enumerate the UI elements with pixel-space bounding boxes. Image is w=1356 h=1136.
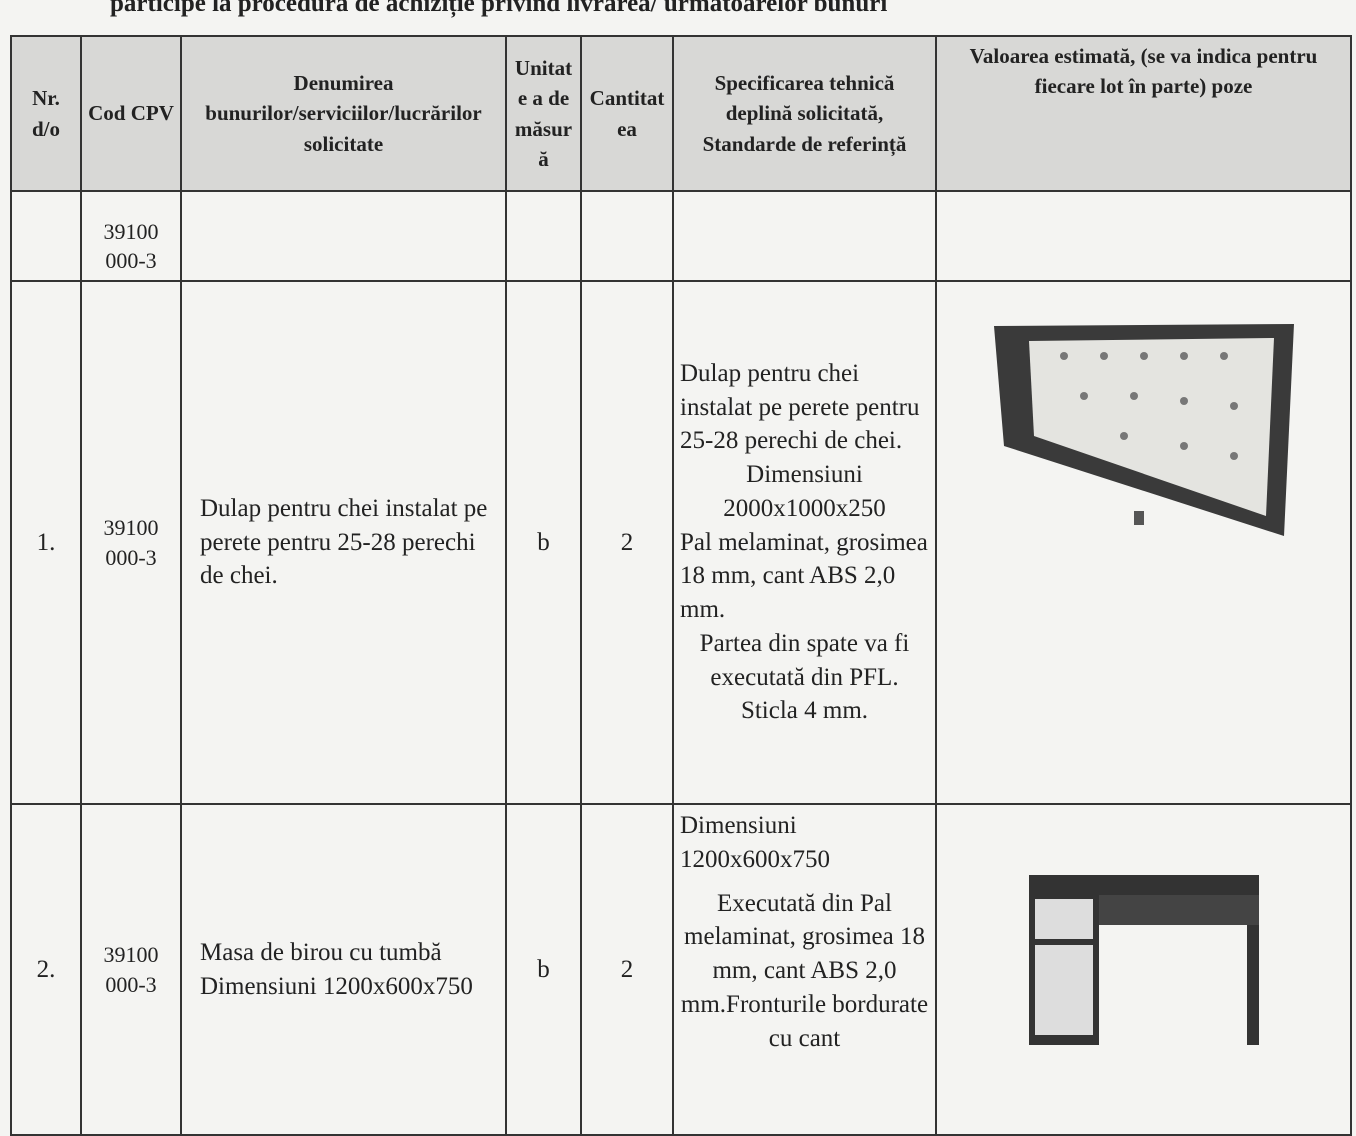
nr: 1.: [10, 280, 82, 805]
spec-line: Sticla 4 mm.: [740, 697, 869, 725]
header-cell: Valoarea estimată, (se va indica pentru …: [935, 35, 1352, 192]
desk-photo: [1028, 874, 1259, 1045]
quantity: 2: [580, 803, 674, 1136]
spec-line: Dulap pentru chei instalat pe perete pen…: [680, 359, 920, 455]
spec-line: Dimensiuni 1200x600x750: [680, 812, 830, 873]
procurement-table: Nr. d/o Cod CPV Denumirea bunurilor/serv…: [10, 35, 1352, 1136]
row: 2. 39100 000-3 Masa de birou cu tumbă Di…: [10, 803, 1352, 1136]
photo-cell: [935, 280, 1352, 805]
spec-line: Dimensiuni 2000x1000x250: [723, 461, 886, 522]
item-name: Masa de birou cu tumbă Dimensiuni 1200x6…: [180, 803, 507, 1136]
header-cell: Cod CPV: [80, 35, 182, 192]
cell: [672, 190, 937, 282]
group-row: 39100 000-3: [10, 190, 1352, 282]
unit: b: [505, 803, 582, 1136]
header-cell: Cantitatea: [580, 35, 674, 192]
group-code: 39100 000-3: [80, 190, 182, 282]
quantity: 2: [580, 280, 674, 805]
code: 39100 000-3: [80, 280, 182, 805]
header-row: Nr. d/o Cod CPV Denumirea bunurilor/serv…: [10, 35, 1352, 192]
cell: [935, 190, 1352, 282]
cell: [180, 190, 507, 282]
spec: Dulap pentru chei instalat pe perete pen…: [672, 280, 937, 805]
spec-line: Executată din Pal melaminat, grosimea 18…: [680, 889, 929, 1052]
unit: b: [505, 280, 582, 805]
nr: 2.: [10, 803, 82, 1136]
spec-line: Pal melaminat, grosimea 18 mm, cant ABS …: [680, 528, 928, 624]
code: 39100 000-3: [80, 803, 182, 1136]
spec: Dimensiuni 1200x600x750 Executată din Pa…: [672, 803, 937, 1136]
cell: [505, 190, 582, 282]
spec-line: Partea din spate va fi executată din PFL…: [699, 629, 910, 691]
photo-cell: [935, 803, 1352, 1136]
cabinet-photo: [993, 324, 1294, 536]
cell: [10, 190, 82, 282]
header-cell: Specificarea tehnică deplină solicitată,…: [672, 35, 937, 192]
header-cell: Unitate a de măsură: [505, 35, 582, 192]
header-cell: Denumirea bunurilor/serviciilor/lucrăril…: [180, 35, 507, 192]
cell: [580, 190, 674, 282]
page-title: participe la procedura de achiziție priv…: [110, 0, 888, 17]
header-cell: Nr. d/o: [10, 35, 82, 192]
item-name: Dulap pentru chei instalat pe perete pen…: [180, 280, 507, 805]
row: 1. 39100 000-3 Dulap pentru chei instala…: [10, 280, 1352, 805]
